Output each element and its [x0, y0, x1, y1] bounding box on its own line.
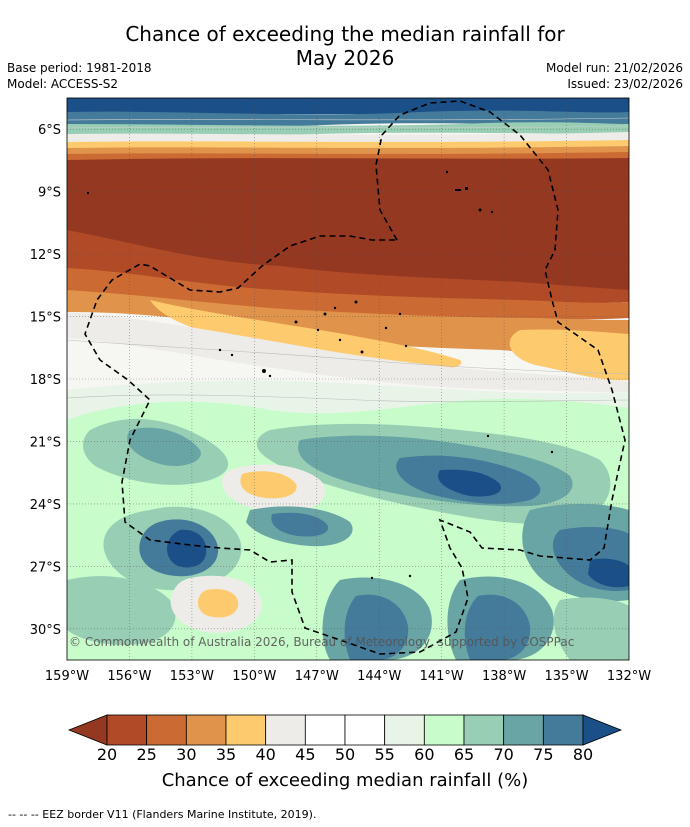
colorbar-segment [463, 714, 505, 746]
colorbar-tick-label: 40 [255, 745, 276, 764]
colorbar-tick-label: 25 [136, 745, 157, 764]
colorbar-segment [423, 714, 465, 746]
colorbar-extend-high [582, 714, 623, 746]
model-name: Model: ACCESS-S2 [7, 77, 119, 91]
colorbar-tick-label: 30 [176, 745, 197, 764]
graticule [66, 98, 630, 660]
colorbar [67, 714, 623, 746]
base-period: Base period: 1981-2018 [7, 61, 152, 75]
colorbar-segment [304, 714, 346, 746]
longitude-label: 156°W [107, 669, 151, 684]
colorbar-segment [225, 714, 267, 746]
longitude-label: 135°W [544, 669, 588, 684]
title-line-1: Chance of exceeding the median rainfall … [125, 22, 565, 46]
eez-legend-note: -- -- -- EEZ border V11 (Flanders Marine… [8, 808, 317, 821]
colorbar-extend-low [67, 714, 108, 746]
latitude-labels: 6°S 9°S 12°S 15°S 18°S 21°S 24°S 27°S 30°S [30, 123, 61, 638]
longitude-label: 147°W [295, 669, 339, 684]
longitude-label: 138°W [482, 669, 526, 684]
colorbar-tick-label: 45 [295, 745, 316, 764]
latitude-label: 24°S [30, 498, 61, 513]
colorbar-tick-label: 20 [96, 745, 118, 764]
colorbar-tick-label: 70 [493, 745, 514, 764]
colorbar-segment [503, 714, 544, 746]
colorbar-tick-label: 50 [334, 745, 356, 764]
colorbar-tick-label: 35 [215, 745, 237, 764]
copyright-text: © Commonwealth of Australia 2026, Bureau… [69, 635, 574, 649]
issued-date: Issued: 23/02/2026 [567, 77, 683, 91]
latitude-label: 18°S [30, 373, 61, 388]
colorbar-segment [384, 714, 425, 746]
colorbar-tick-label: 65 [453, 745, 475, 764]
colorbar-segment [542, 714, 584, 746]
meta-right: Model run: 21/02/2026 Issued: 23/02/2026 [546, 60, 683, 92]
latitude-label: 12°S [30, 248, 61, 263]
eez-border [84, 100, 626, 655]
islands [86, 170, 554, 580]
colorbar-segment [185, 714, 227, 746]
model-run: Model run: 21/02/2026 [545, 61, 683, 75]
latitude-label: 30°S [30, 623, 61, 638]
colorbar-tick-label: 55 [374, 745, 395, 764]
colorbar-tick-labels: 20 25 30 35 40 45 50 55 60 65 70 75 80 [0, 745, 690, 765]
latitude-label: 15°S [30, 311, 61, 326]
longitude-label: 132°W [607, 669, 651, 684]
longitude-label: 141°W [420, 669, 464, 684]
latitude-label: 6°S [38, 123, 61, 138]
latitude-label: 9°S [38, 186, 61, 201]
colorbar-segment [146, 714, 187, 746]
colorbar-tick-label: 80 [572, 745, 594, 764]
map-frame [66, 97, 630, 661]
longitude-labels: 159°W 156°W 153°W 150°W 147°W 144°W 141°W 138°W… [45, 669, 651, 684]
colorbar-title: Chance of exceeding median rainfall (%) [161, 770, 529, 791]
colorbar-segment [344, 714, 386, 746]
longitude-label: 150°W [232, 669, 276, 684]
longitude-label: 153°W [170, 669, 214, 684]
latitude-label: 27°S [30, 560, 61, 575]
latitude-label: 21°S [30, 435, 61, 450]
colorbar-tick-label: 75 [533, 745, 554, 764]
title-line-2: May 2026 [295, 46, 395, 70]
colorbar-tick-label: 60 [414, 745, 435, 764]
longitude-label: 144°W [357, 669, 401, 684]
map-title: Chance of exceeding the median rainfall … [0, 22, 690, 70]
longitude-label: 159°W [45, 669, 89, 684]
colorbar-segment [265, 714, 306, 746]
meta-left: Base period: 1981-2018 Model: ACCESS-S2 [7, 60, 152, 92]
colorbar-segment [106, 714, 148, 746]
